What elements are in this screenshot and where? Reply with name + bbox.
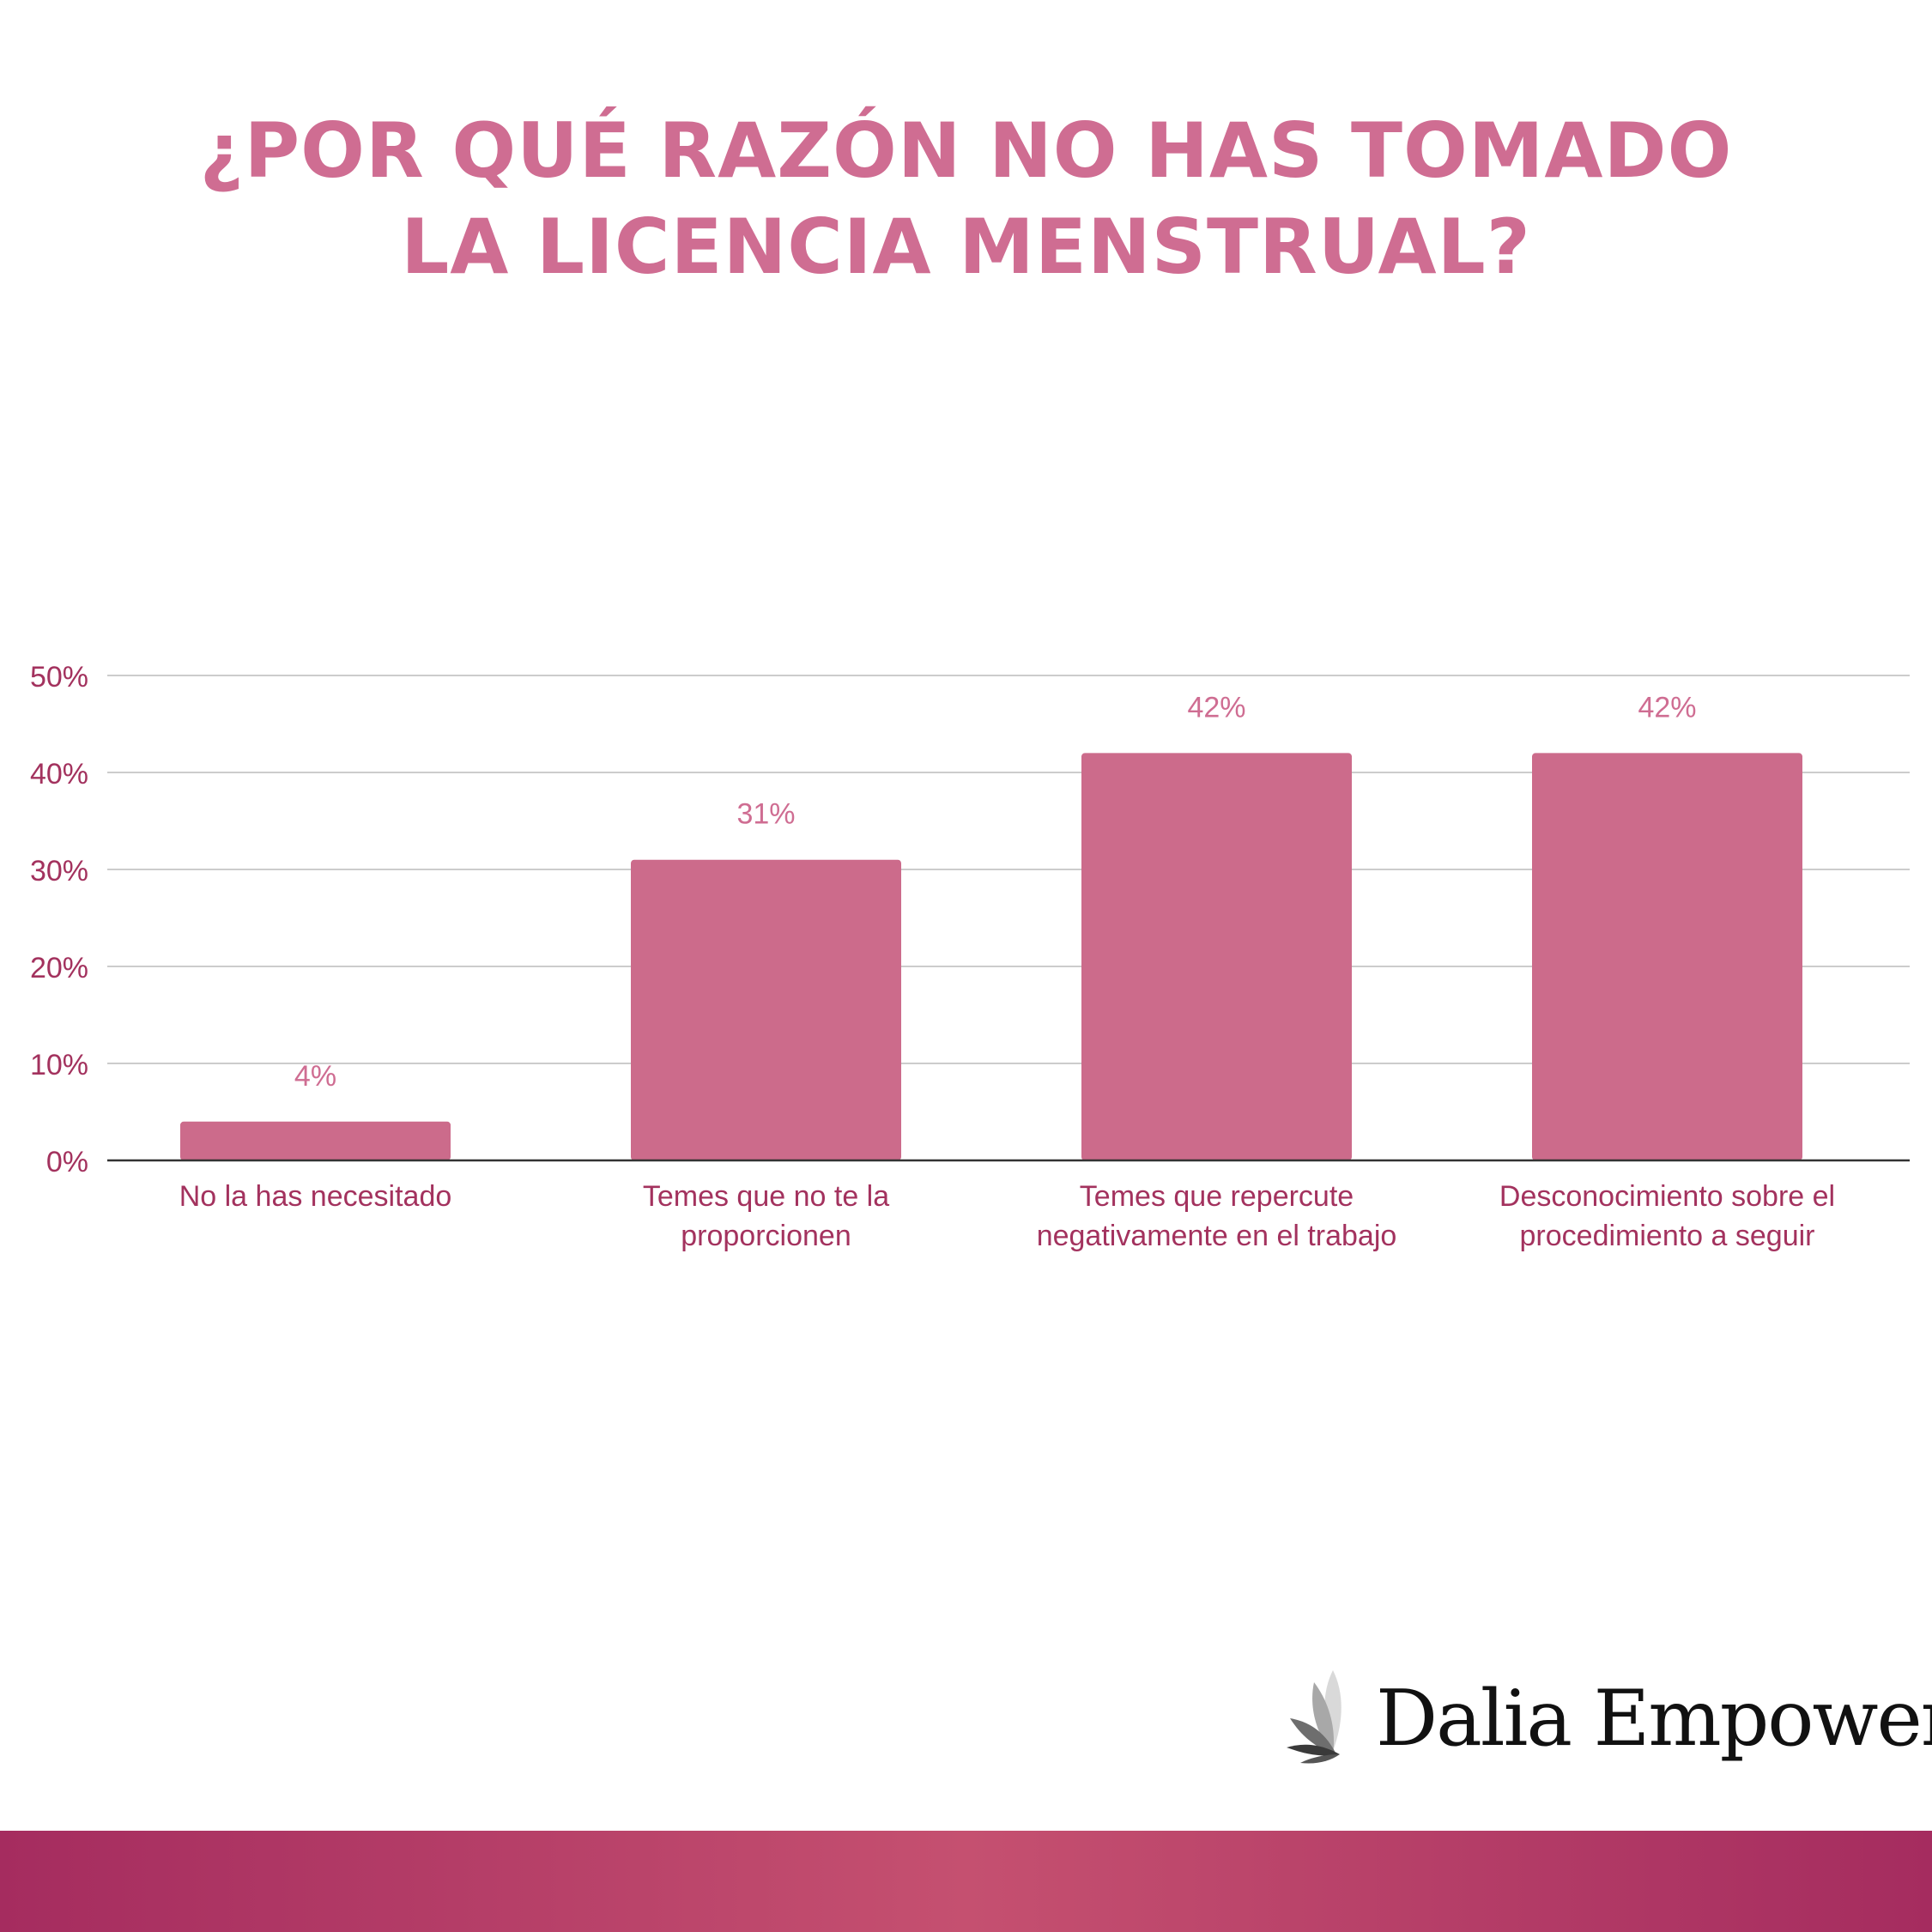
footer-bar — [0, 1831, 1932, 1932]
y-tick-label: 20% — [30, 952, 88, 984]
brand-name: Dalia Empower — [1376, 1674, 1932, 1764]
bar — [1081, 753, 1352, 1160]
bar — [1532, 753, 1802, 1160]
page-title-line-1: ¿POR QUÉ RAZÓN NO HAS TOMADO — [199, 106, 1733, 195]
y-tick-label: 50% — [30, 661, 88, 693]
brand: Dalia Empower — [1283, 1665, 1932, 1785]
x-category-label: Temes que no te la — [643, 1180, 889, 1213]
page-title: ¿POR QUÉ RAZÓN NO HAS TOMADO LA LICENCIA… — [0, 103, 1932, 295]
y-tick-label: 10% — [30, 1049, 88, 1081]
data-label: 42% — [1638, 691, 1696, 724]
y-tick-label: 0% — [46, 1146, 88, 1178]
x-category-label: negativamente en el trabajo — [1037, 1220, 1397, 1252]
x-category-label: No la has necesitado — [179, 1180, 452, 1213]
data-label: 42% — [1187, 691, 1245, 724]
x-category-label: procedimiento a seguir — [1520, 1220, 1815, 1252]
x-category-label: proporcionen — [681, 1220, 851, 1252]
bar — [631, 859, 901, 1160]
data-label: 31% — [736, 798, 795, 831]
page-title-line-2: LA LICENCIA MENSTRUAL? — [401, 203, 1531, 291]
y-tick-label: 30% — [30, 855, 88, 887]
y-tick-label: 40% — [30, 758, 88, 790]
dalia-petal-icon — [1287, 1670, 1341, 1764]
x-category-label: Desconocimiento sobre el — [1499, 1180, 1835, 1213]
bar — [180, 1121, 451, 1160]
x-category-label: Temes que repercute — [1080, 1180, 1354, 1213]
data-label: 4% — [294, 1060, 336, 1093]
